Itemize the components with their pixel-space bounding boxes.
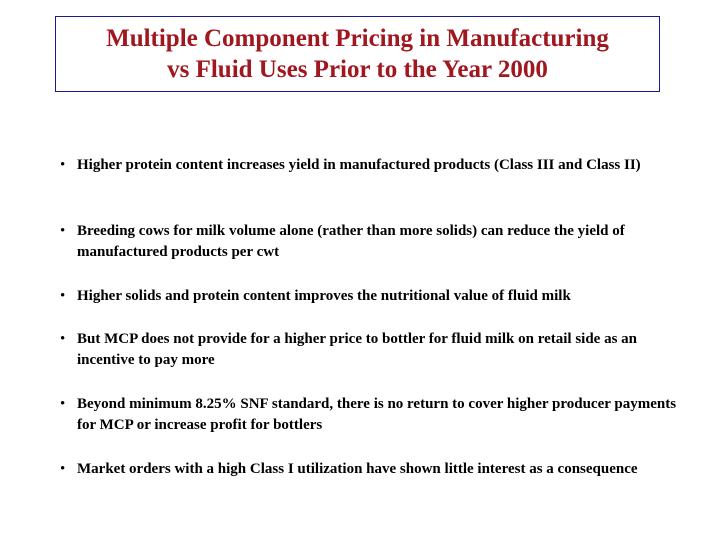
slide-title-line-2: vs Fluid Uses Prior to the Year 2000 — [167, 56, 548, 83]
bullet-item-nutritional-value: • Higher solids and protein content impr… — [60, 286, 685, 307]
bullet-text: Higher solids and protein content improv… — [77, 288, 571, 304]
bullet-item-protein-yield: • Higher protein content increases yield… — [60, 155, 685, 176]
bullet-text: Market orders with a high Class I utiliz… — [77, 461, 638, 477]
title-box: Multiple Component Pricing in Manufactur… — [55, 16, 660, 92]
bullet-item-mcp-bottler-price: • But MCP does not provide for a higher … — [60, 329, 685, 371]
bullet-text: Breeding cows for milk volume alone (rat… — [77, 223, 625, 260]
bullet-item-snf-standard: • Beyond minimum 8.25% SNF standard, the… — [60, 394, 685, 436]
bullet-item-market-orders: • Market orders with a high Class I util… — [60, 459, 685, 480]
bullet-icon: • — [60, 223, 66, 239]
bullet-text: Beyond minimum 8.25% SNF standard, there… — [77, 396, 677, 433]
bullet-icon: • — [60, 157, 66, 173]
bullet-icon: • — [60, 396, 66, 412]
bullet-icon: • — [60, 288, 66, 304]
bullet-icon: • — [60, 331, 66, 347]
bullet-icon: • — [60, 461, 66, 477]
bullet-item-breeding-cows: • Breeding cows for milk volume alone (r… — [60, 221, 685, 263]
bullet-text: But MCP does not provide for a higher pr… — [77, 331, 638, 368]
bullet-text: Higher protein content increases yield i… — [77, 157, 641, 173]
slide-title-line-1: Multiple Component Pricing in Manufactur… — [106, 25, 609, 52]
